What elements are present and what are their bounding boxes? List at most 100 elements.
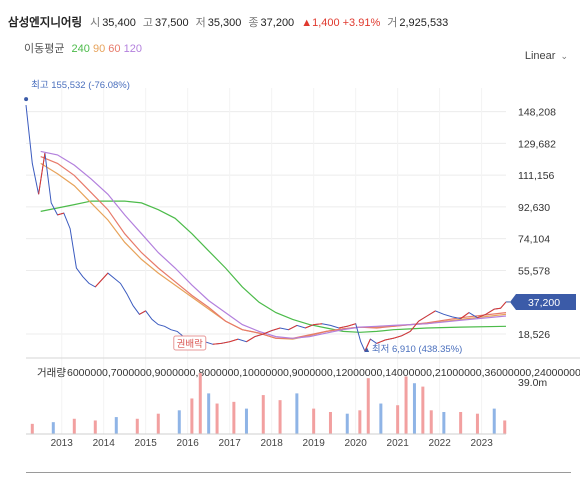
volume-bar xyxy=(396,405,400,434)
volume-bar xyxy=(114,417,118,434)
volume-bar xyxy=(190,398,194,434)
ma-legend-item-90[interactable]: 90 xyxy=(92,43,106,55)
price-up-segment xyxy=(139,310,146,315)
price-up-segment xyxy=(494,307,501,310)
volume-panel-value: 6000000,7000000,9000000,8000000,10000000… xyxy=(67,367,580,379)
volume-bar xyxy=(198,373,202,434)
price-up-segment xyxy=(384,337,394,341)
year-tick-label: 2019 xyxy=(303,438,326,449)
volume-bar xyxy=(312,408,316,434)
price-up-segment xyxy=(364,338,371,352)
stock-header: 삼성엔지니어링 시 35,400 고 37,500 저 35,300 종 37,… xyxy=(8,14,573,34)
volume-label: 거 xyxy=(387,17,398,29)
scale-dropdown[interactable]: Linear ⌄ xyxy=(525,50,568,62)
price-up-segment xyxy=(477,313,487,319)
volume-value: 2,925,533 xyxy=(399,17,449,29)
volume-bar xyxy=(156,413,160,434)
rights-marker-label: 권배락 xyxy=(177,338,203,350)
chevron-down-icon: ⌄ xyxy=(560,50,568,61)
year-tick-label: 2016 xyxy=(177,438,200,449)
price-up-segment xyxy=(246,336,256,343)
price-up-segment xyxy=(313,323,323,326)
low-annotation: 최저 6,910 (438.35%) xyxy=(372,344,462,355)
volume-bar xyxy=(459,412,463,434)
price-up-segment xyxy=(254,333,264,338)
volume-bar xyxy=(30,423,34,434)
price-up-segment xyxy=(347,323,356,327)
high-price: 37,500 xyxy=(154,17,189,29)
price-up-segment xyxy=(271,327,281,332)
ma-legend-item-120[interactable]: 120 xyxy=(123,43,142,55)
volume-bar xyxy=(412,383,416,434)
ma-legend-item-60[interactable]: 60 xyxy=(108,43,121,55)
volume-bar xyxy=(177,410,181,434)
volume-bar xyxy=(93,420,97,434)
high-label: 고 xyxy=(142,17,153,29)
volume-bar xyxy=(421,386,425,434)
price-up-segment xyxy=(418,315,428,322)
price-tick-label: 74,104 xyxy=(518,234,550,246)
volume-bar xyxy=(135,418,139,434)
price-up-segment xyxy=(38,153,46,195)
volume-panel-title: 거래량 xyxy=(37,367,66,379)
price-up-segment xyxy=(221,341,230,344)
price-up-segment xyxy=(376,339,386,344)
volume-bar xyxy=(244,408,248,434)
ma-legend-item-240[interactable]: 240 xyxy=(71,43,90,55)
year-tick-label: 2022 xyxy=(429,438,452,449)
price-tick-label: 18,526 xyxy=(518,329,550,341)
price-up-segment xyxy=(426,310,436,317)
volume-bar xyxy=(475,413,479,434)
ma-line-90 xyxy=(40,162,507,340)
price-up-segment xyxy=(401,330,411,337)
volume-bar xyxy=(295,393,299,434)
scale-label: Linear xyxy=(524,50,556,62)
price-up-segment xyxy=(229,338,239,343)
bottom-divider xyxy=(26,472,571,473)
high-marker-icon xyxy=(24,97,29,102)
volume-bar xyxy=(366,378,370,434)
volume-tick-label: 39.0m xyxy=(518,377,547,389)
volume-bar xyxy=(358,410,362,434)
price-up-segment xyxy=(409,320,420,332)
price-up-segment xyxy=(305,324,314,329)
low-label: 저 xyxy=(195,17,206,29)
volume-bar xyxy=(404,376,408,434)
price-change: ▲1,400 xyxy=(301,17,340,29)
current-price-label: 37,200 xyxy=(528,297,560,309)
price-tick-label: 129,682 xyxy=(518,138,556,150)
ma-line-240 xyxy=(40,200,507,333)
price-up-segment xyxy=(212,342,222,345)
low-price: 35,300 xyxy=(207,17,242,29)
price-change-pct: +3.91% xyxy=(342,17,381,29)
stock-name: 삼성엔지니어링 xyxy=(8,17,83,29)
price-up-segment xyxy=(94,279,102,288)
close-price: 37,200 xyxy=(260,17,295,29)
price-up-segment xyxy=(485,308,495,315)
close-label: 종 xyxy=(248,17,259,29)
price-up-segment xyxy=(460,312,470,319)
price-tick-label: 148,208 xyxy=(518,107,556,119)
open-label: 시 xyxy=(90,17,101,29)
volume-bar xyxy=(207,393,211,434)
price-tick-label: 111,156 xyxy=(518,170,555,182)
volume-bar xyxy=(379,403,383,434)
open-price: 35,400 xyxy=(102,17,136,29)
year-tick-label: 2021 xyxy=(387,438,410,449)
volume-bar xyxy=(345,413,349,434)
volume-bar xyxy=(278,400,282,434)
year-tick-label: 2020 xyxy=(345,438,368,449)
year-tick-label: 2023 xyxy=(471,438,494,449)
ma-line-60 xyxy=(40,156,507,339)
price-up-segment xyxy=(263,330,272,335)
price-up-segment xyxy=(288,324,298,331)
price-tick-label: 55,578 xyxy=(518,265,550,277)
volume-bar xyxy=(429,410,433,434)
moving-average-legend: 이동평균 240 90 60 120 xyxy=(24,40,142,56)
price-up-segment xyxy=(57,212,64,216)
price-tick-label: 92,630 xyxy=(518,202,550,214)
ma-legend-title: 이동평균 xyxy=(24,43,65,55)
year-tick-label: 2018 xyxy=(261,438,284,449)
volume-bar xyxy=(328,412,332,434)
